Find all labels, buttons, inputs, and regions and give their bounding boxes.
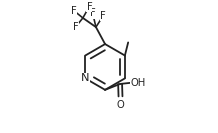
Text: O: O xyxy=(117,100,124,110)
Text: F: F xyxy=(72,6,77,16)
Text: F: F xyxy=(100,11,106,21)
Text: F: F xyxy=(73,22,78,32)
Text: OH: OH xyxy=(131,78,146,88)
Text: F: F xyxy=(90,8,96,18)
Text: F: F xyxy=(87,2,92,12)
Text: N: N xyxy=(81,73,90,83)
